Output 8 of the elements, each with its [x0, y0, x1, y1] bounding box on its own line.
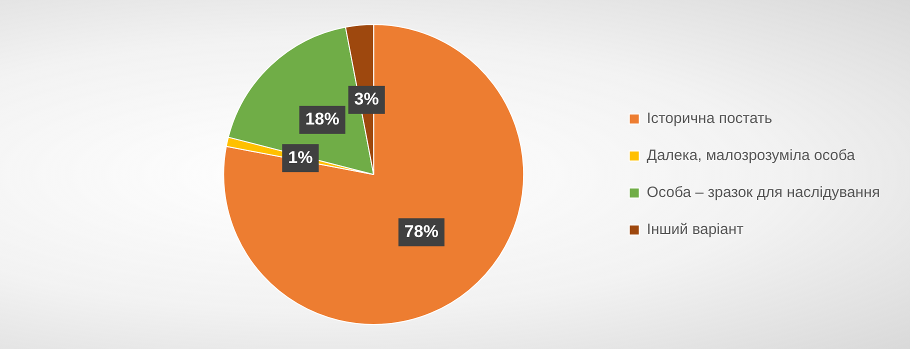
legend-label: Історична постать	[646, 110, 772, 128]
legend-label: Інший варіант	[646, 221, 744, 238]
data-label: 1%	[288, 148, 313, 167]
data-label: 78%	[404, 222, 438, 241]
legend-label: Далека, малозрозуміла особа	[646, 147, 856, 164]
data-label: 18%	[305, 110, 340, 129]
legend-label: Особа – зразок для наслідування	[646, 184, 880, 202]
data-label: 3%	[354, 90, 379, 109]
